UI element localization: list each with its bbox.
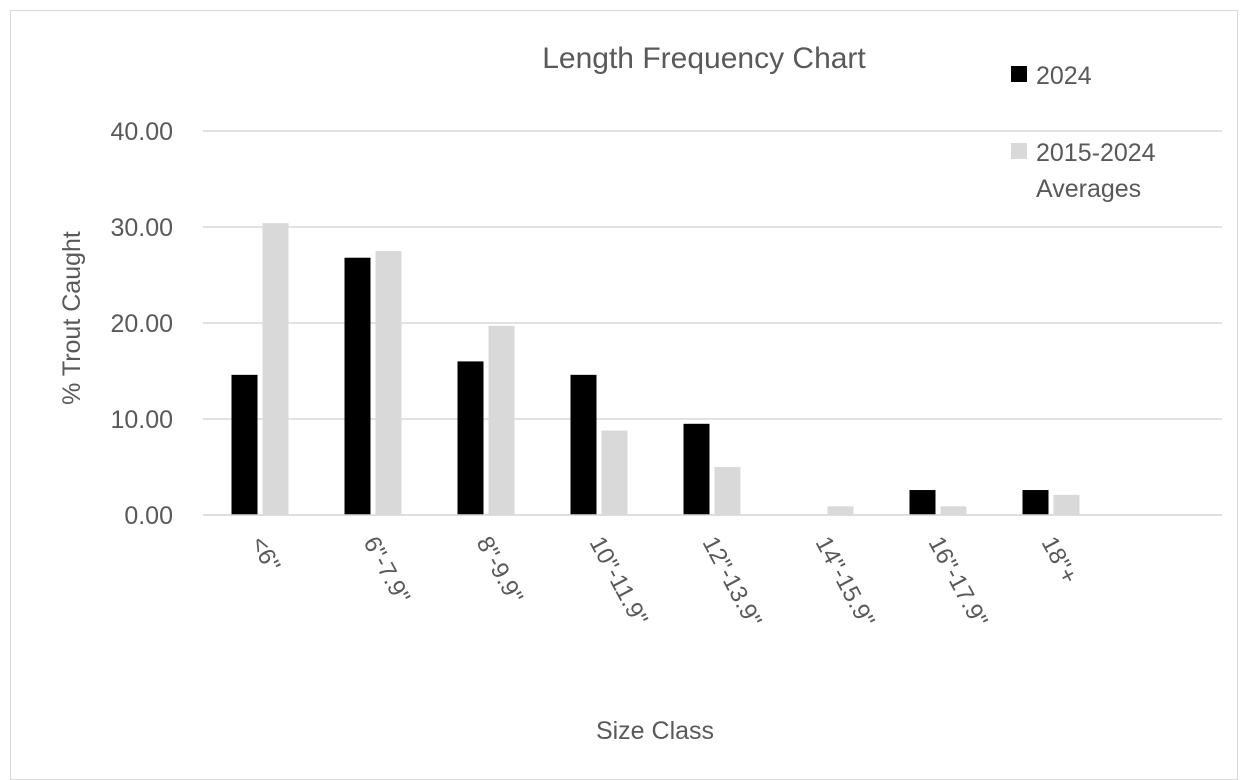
legend: 2024 2015-2024 Averages — [1011, 62, 1156, 203]
y-tick-label-2: 20.00 — [110, 310, 173, 338]
bar-averages-8-9-9 — [488, 325, 515, 515]
legend-label-2024: 2024 — [1036, 62, 1092, 90]
y-axis-label: % Trout Caught — [58, 231, 86, 405]
y-tick-label-0: 0.00 — [124, 502, 173, 530]
y-tick-label-1: 10.00 — [110, 406, 173, 434]
y-tick-label-3: 30.00 — [110, 214, 173, 242]
legend-swatch-2024 — [1011, 66, 1027, 82]
bars — [203, 223, 1222, 516]
bar-averages-16-17-9 — [940, 506, 967, 515]
bar-averages-14-15-9 — [827, 506, 854, 515]
bar-2024-6-7-9 — [344, 257, 371, 515]
x-tick-label-18: 18"+ — [1036, 532, 1083, 588]
bar-2024-18 — [1022, 490, 1049, 515]
x-tick-label-6-7-9: 6"-7.9" — [358, 532, 416, 608]
legend-label-averages-line2: Averages — [1036, 175, 1141, 203]
x-axis-categories: <6" 6"-7.9" 8"-9.9" 10"-11.9" 12"-13.9" 14"-1… — [245, 532, 1083, 632]
bar-averages-10-11-9 — [601, 430, 628, 515]
y-tick-label-4: 40.00 — [110, 118, 173, 146]
legend-swatch-averages — [1011, 143, 1027, 159]
bar-averages-12-13-9 — [714, 467, 741, 515]
bar-2024-8-9-9 — [457, 361, 484, 515]
chart-title: Length Frequency Chart — [542, 42, 866, 75]
bar-2024-6 — [231, 374, 258, 515]
x-tick-label-10-11-9: 10"-11.9" — [584, 532, 653, 630]
bar-averages-18 — [1053, 494, 1080, 515]
bar-2024-10-11-9 — [570, 374, 597, 515]
x-axis-label: Size Class — [596, 717, 714, 745]
bar-2024-16-17-9 — [909, 490, 936, 515]
bar-averages-6-7-9 — [375, 251, 402, 515]
bar-2024-12-13-9 — [683, 423, 710, 515]
y-axis-ticks: 0.00 10.00 20.00 30.00 40.00 — [110, 118, 173, 530]
x-tick-label-16-17-9: 16"-17.9" — [923, 532, 993, 632]
chart-frame — [10, 10, 1238, 780]
x-tick-label-8-9-9: 8"-9.9" — [471, 532, 529, 608]
bar-averages-6 — [262, 223, 289, 515]
x-tick-label-6: <6" — [245, 532, 286, 576]
x-tick-label-14-15-9: 14"-15.9" — [810, 532, 880, 632]
legend-label-averages-line1: 2015-2024 — [1036, 139, 1156, 167]
x-tick-label-12-13-9: 12"-13.9" — [697, 532, 767, 632]
